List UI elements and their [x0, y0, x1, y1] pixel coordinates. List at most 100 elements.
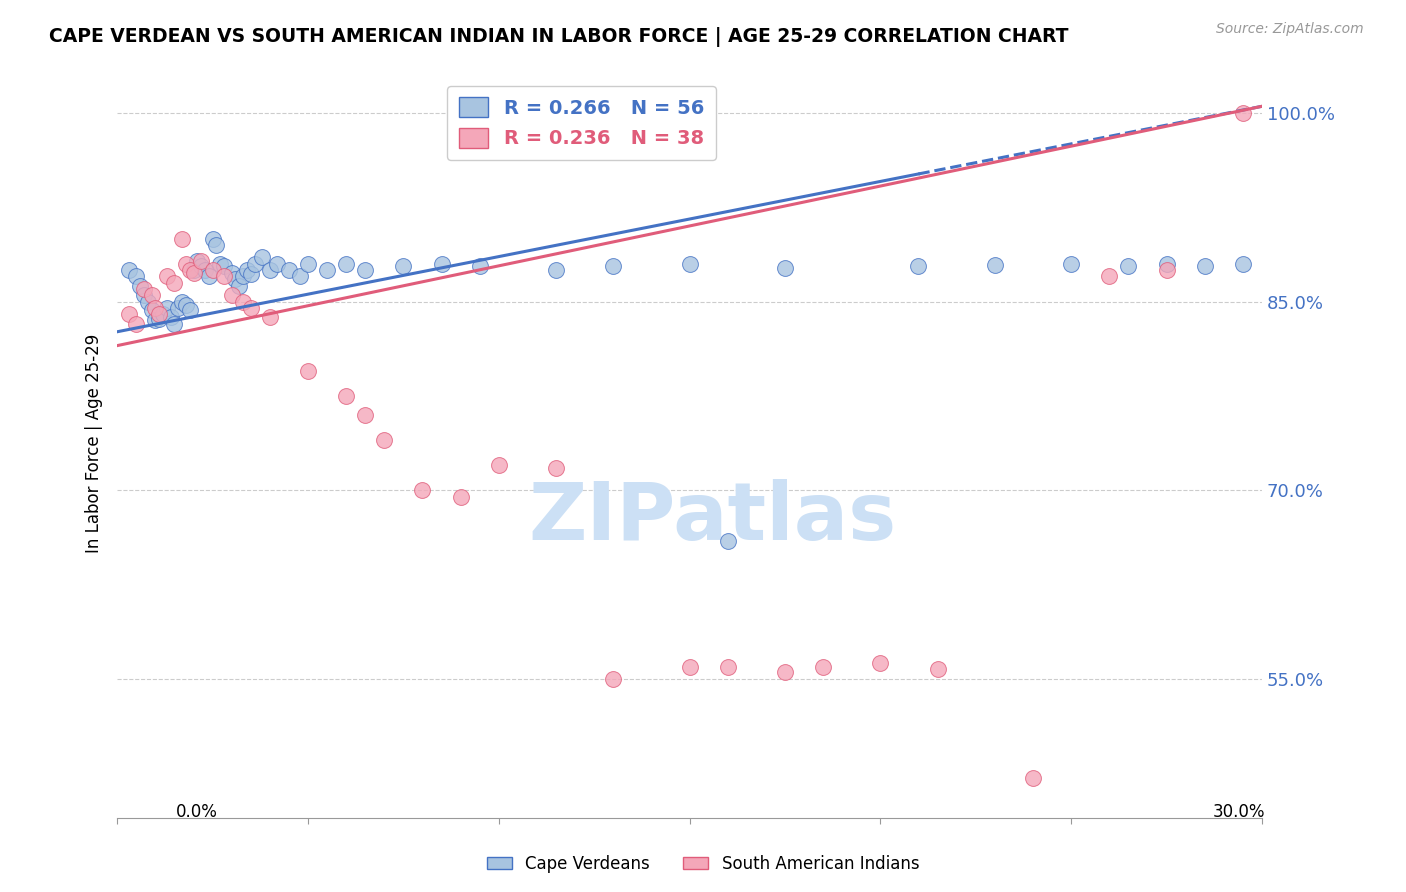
Text: CAPE VERDEAN VS SOUTH AMERICAN INDIAN IN LABOR FORCE | AGE 25-29 CORRELATION CHA: CAPE VERDEAN VS SOUTH AMERICAN INDIAN IN…	[49, 27, 1069, 46]
Point	[159, 310, 181, 324]
Point	[1232, 105, 1254, 120]
Point	[197, 269, 219, 284]
Point	[212, 260, 235, 274]
Point	[224, 272, 246, 286]
Legend: R = 0.266   N = 56, R = 0.236   N = 38: R = 0.266 N = 56, R = 0.236 N = 38	[447, 86, 716, 160]
Point	[335, 257, 357, 271]
Point	[259, 310, 281, 324]
Point	[354, 263, 377, 277]
Point	[141, 288, 163, 302]
Point	[152, 307, 174, 321]
Point	[232, 294, 254, 309]
Point	[179, 303, 201, 318]
Point	[156, 301, 179, 315]
Point	[190, 260, 212, 274]
Text: 30.0%: 30.0%	[1213, 803, 1265, 821]
Point	[136, 294, 159, 309]
Point	[250, 251, 273, 265]
Point	[1156, 257, 1178, 271]
Point	[163, 317, 186, 331]
Point	[717, 660, 740, 674]
Point	[209, 257, 232, 271]
Point	[1022, 771, 1045, 785]
Point	[243, 257, 266, 271]
Point	[201, 231, 224, 245]
Point	[1060, 257, 1083, 271]
Point	[266, 257, 288, 271]
Point	[183, 266, 205, 280]
Point	[232, 269, 254, 284]
Point	[125, 269, 148, 284]
Point	[129, 279, 152, 293]
Point	[194, 263, 217, 277]
Point	[297, 364, 319, 378]
Point	[167, 301, 190, 315]
Point	[1156, 263, 1178, 277]
Point	[927, 662, 949, 676]
Point	[984, 258, 1007, 272]
Point	[1098, 269, 1121, 284]
Point	[239, 267, 262, 281]
Legend: Cape Verdeans, South American Indians: Cape Verdeans, South American Indians	[479, 848, 927, 880]
Point	[186, 254, 208, 268]
Point	[201, 263, 224, 277]
Point	[117, 263, 139, 277]
Point	[290, 269, 312, 284]
Point	[544, 263, 567, 277]
Point	[141, 303, 163, 318]
Point	[228, 279, 250, 293]
Point	[212, 269, 235, 284]
Point	[148, 307, 170, 321]
Point	[239, 301, 262, 315]
Text: Source: ZipAtlas.com: Source: ZipAtlas.com	[1216, 22, 1364, 37]
Point	[170, 294, 193, 309]
Point	[773, 260, 796, 275]
Point	[179, 263, 201, 277]
Point	[468, 260, 491, 274]
Text: ZIPatlas: ZIPatlas	[529, 479, 897, 558]
Point	[236, 263, 259, 277]
Point	[143, 301, 166, 315]
Point	[190, 254, 212, 268]
Point	[221, 266, 243, 280]
Point	[488, 458, 510, 473]
Point	[335, 389, 357, 403]
Point	[678, 660, 700, 674]
Point	[174, 257, 197, 271]
Point	[174, 298, 197, 312]
Point	[259, 263, 281, 277]
Point	[811, 660, 834, 674]
Point	[354, 408, 377, 422]
Y-axis label: In Labor Force | Age 25-29: In Labor Force | Age 25-29	[86, 334, 103, 553]
Point	[1232, 257, 1254, 271]
Point	[132, 288, 155, 302]
Point	[1118, 260, 1140, 274]
Point	[907, 260, 929, 274]
Point	[117, 307, 139, 321]
Point	[156, 269, 179, 284]
Point	[1194, 260, 1216, 274]
Point	[717, 533, 740, 548]
Text: 0.0%: 0.0%	[176, 803, 218, 821]
Point	[221, 288, 243, 302]
Point	[773, 665, 796, 679]
Point	[602, 260, 624, 274]
Point	[430, 257, 453, 271]
Point	[544, 460, 567, 475]
Point	[392, 260, 415, 274]
Point	[132, 282, 155, 296]
Point	[869, 656, 891, 670]
Point	[163, 276, 186, 290]
Point	[602, 673, 624, 687]
Point	[316, 263, 339, 277]
Point	[148, 312, 170, 326]
Point	[205, 237, 228, 252]
Point	[297, 257, 319, 271]
Point	[125, 317, 148, 331]
Point	[678, 257, 700, 271]
Point	[183, 263, 205, 277]
Point	[277, 263, 299, 277]
Point	[373, 433, 395, 447]
Point	[450, 490, 472, 504]
Point	[143, 313, 166, 327]
